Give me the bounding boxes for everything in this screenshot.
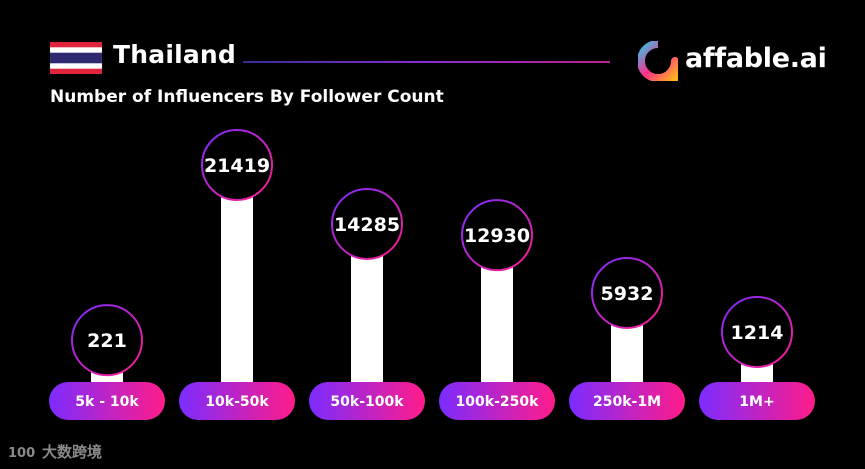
value-ring bbox=[461, 199, 533, 272]
bar-group: 100k-250k 12930 bbox=[439, 199, 555, 420]
affable-logo-icon bbox=[638, 41, 678, 81]
bar-group: 1M+ 1214 bbox=[699, 295, 815, 420]
value-ring bbox=[591, 256, 663, 329]
watermark-logo-icon: 100 bbox=[8, 446, 35, 461]
data-label: 14285 bbox=[334, 214, 400, 236]
data-label: 1214 bbox=[731, 322, 784, 344]
category-label: 100k-250k bbox=[456, 394, 540, 410]
watermark-text: 大数跨境 bbox=[42, 443, 103, 461]
watermark: 100 大数跨境 bbox=[8, 441, 102, 462]
category-label: 1M+ bbox=[739, 394, 774, 410]
category-pill bbox=[569, 382, 685, 420]
header-divider bbox=[243, 61, 610, 63]
value-ring bbox=[201, 129, 273, 201]
country-title: Thailand bbox=[113, 40, 237, 69]
chart-subtitle: Number of Influencers By Follower Count bbox=[50, 87, 444, 107]
watermark-logo-text: 100 bbox=[8, 446, 35, 461]
value-ring bbox=[71, 304, 143, 377]
category-pill bbox=[49, 382, 165, 420]
bar-group: 50k-100k 14285 bbox=[309, 187, 425, 420]
bar bbox=[221, 165, 253, 383]
thailand-flag-icon bbox=[50, 42, 102, 74]
data-label: 12930 bbox=[464, 225, 530, 247]
category-label: 250k-1M bbox=[593, 394, 661, 410]
value-ring bbox=[721, 295, 793, 368]
category-pill bbox=[439, 382, 555, 420]
data-label: 221 bbox=[87, 330, 127, 352]
data-label: 21419 bbox=[204, 155, 270, 177]
data-label: 5932 bbox=[601, 283, 654, 305]
bar-group: 10k-50k 21419 bbox=[179, 129, 295, 420]
value-ring bbox=[331, 187, 403, 260]
category-pill bbox=[179, 382, 295, 420]
category-pill bbox=[699, 382, 815, 420]
bar-group: 5k - 10k 221 bbox=[49, 304, 165, 420]
category-label: 10k-50k bbox=[205, 394, 269, 410]
brand-name: affable.ai bbox=[685, 43, 827, 74]
category-label: 5k - 10k bbox=[75, 394, 139, 410]
bar-group: 250k-1M 5932 bbox=[569, 256, 685, 420]
category-pill bbox=[309, 382, 425, 420]
category-label: 50k-100k bbox=[330, 394, 404, 410]
